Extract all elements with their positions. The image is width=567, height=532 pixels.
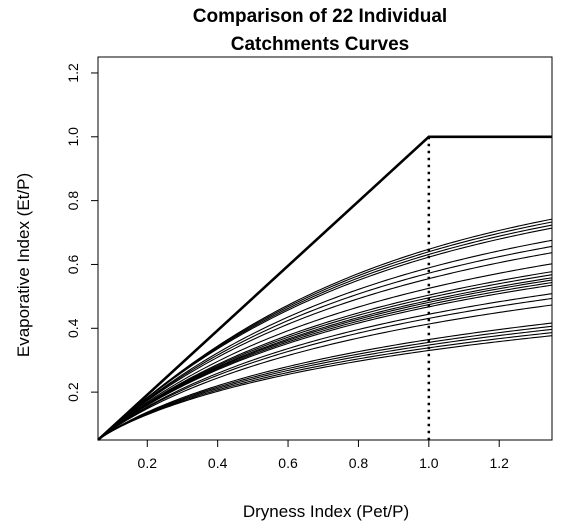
catchment-curve-9 <box>97 271 553 441</box>
x-tick-label: 0.6 <box>278 455 298 471</box>
catchment-curve-7 <box>97 252 553 441</box>
catchment-curve-4 <box>97 227 553 441</box>
catchment-curve-20 <box>97 328 553 441</box>
catchment-curve-14 <box>97 284 553 441</box>
x-axis-label: Dryness Index (Pet/P) <box>243 502 409 521</box>
catchment-curve-5 <box>97 239 553 441</box>
catchment-curve-6 <box>97 245 553 441</box>
chart-title-line-1: Comparison of 22 Individual <box>193 6 447 27</box>
catchment-curve-22 <box>97 335 553 441</box>
y-tick-label: 0.8 <box>65 191 81 211</box>
catchment-curves <box>97 218 553 441</box>
catchment-curve-19 <box>97 325 553 441</box>
y-tick-label: 0.6 <box>65 255 81 275</box>
y-axis-label: Evaporative Index (Et/P) <box>14 173 33 357</box>
catchment-curve-8 <box>97 263 553 441</box>
x-tick-label: 1.0 <box>419 455 439 471</box>
catchment-curve-16 <box>97 297 553 441</box>
energy-water-limit-line <box>97 135 552 441</box>
y-tick-label: 0.2 <box>65 382 81 402</box>
chart-title-line-2: Catchments Curves <box>231 34 409 55</box>
catchment-curve-15 <box>97 293 553 441</box>
x-tick-label: 1.2 <box>489 455 509 471</box>
y-tick-label: 0.4 <box>65 318 81 338</box>
y-axis: 0.2 0.4 0.6 0.8 1.0 1.2 <box>65 63 99 402</box>
x-tick-label: 0.8 <box>349 455 369 471</box>
y-tick-label: 1.2 <box>65 63 81 83</box>
catchment-curve-21 <box>97 332 553 441</box>
catchment-curve-13 <box>97 282 553 441</box>
x-tick-label: 0.2 <box>138 455 158 471</box>
catchment-curve-10 <box>97 274 553 441</box>
y-tick-label: 1.0 <box>65 127 81 147</box>
catchment-curve-12 <box>97 279 553 441</box>
x-axis: 0.2 0.4 0.6 0.8 1.0 1.2 <box>138 439 509 471</box>
catchment-curve-17 <box>97 304 553 441</box>
catchment-curve-18 <box>97 322 553 441</box>
x-tick-label: 0.4 <box>208 455 228 471</box>
